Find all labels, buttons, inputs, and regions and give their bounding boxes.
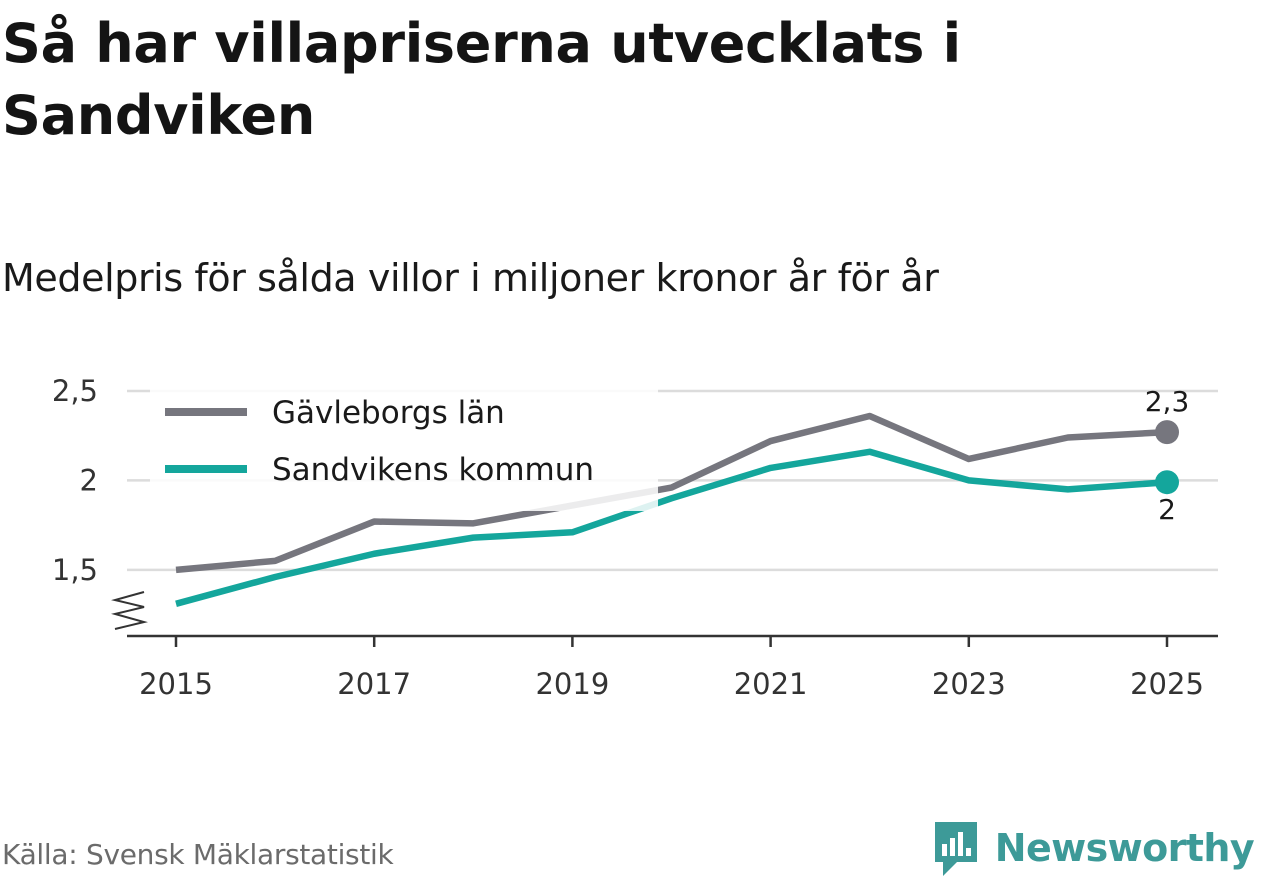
x-tick-label: 2019	[535, 667, 609, 701]
legend-background	[150, 385, 658, 511]
series-line-0	[175, 412, 1168, 574]
brand-logo: Newsworthy	[931, 818, 1255, 878]
y-tick-label: 2,5	[52, 374, 98, 408]
x-tick-label: 2023	[932, 667, 1006, 701]
end-label-1: 2	[1158, 493, 1176, 526]
x-tick-label: 2025	[1130, 667, 1204, 701]
chart-title: Så har villapriserna utvecklats i Sandvi…	[2, 12, 961, 147]
legend-label: Sandvikens kommun	[272, 452, 594, 488]
axes: 1,5 2 2,5 2015 2017 2019 2021 2023 2025	[52, 374, 1218, 701]
brand-name: Newsworthy	[994, 826, 1255, 870]
x-tick-label: 2015	[139, 667, 213, 701]
axis-break-icon	[111, 591, 148, 630]
end-label-0: 2,3	[1145, 385, 1190, 418]
chart-subtitle: Medelpris för sålda villor i miljoner kr…	[2, 256, 939, 300]
legend-label: Gävleborgs län	[272, 395, 505, 431]
x-tick-label: 2021	[734, 667, 808, 701]
end-point-0	[1155, 420, 1179, 445]
y-tick-label: 2	[80, 463, 98, 497]
series-line-1	[175, 448, 1168, 607]
y-tick-label: 1,5	[52, 553, 98, 587]
end-labels: 2,32	[1145, 385, 1190, 526]
x-tick-label: 2017	[337, 667, 411, 701]
end-point-1	[1155, 470, 1179, 495]
series-lines	[175, 412, 1168, 607]
source-note: Källa: Svensk Mäklarstatistik	[2, 838, 394, 871]
newsworthy-logo-icon	[934, 822, 977, 876]
legend: Gävleborgs län Sandvikens kommun	[150, 385, 658, 511]
line-chart: 1,5 2 2,5 2015 2017 2019 2021 2023 2025 Gävlebor…	[52, 374, 1218, 701]
